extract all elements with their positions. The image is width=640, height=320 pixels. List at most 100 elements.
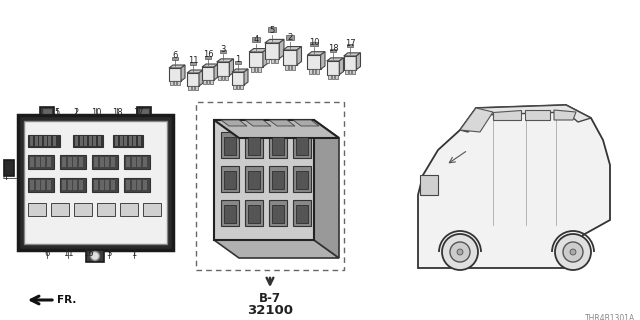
Bar [269,166,287,192]
Bar [133,136,136,146]
Bar [124,178,150,192]
Bar [293,166,311,192]
Polygon shape [249,49,268,52]
Bar [105,157,109,167]
Bar [131,180,136,190]
Bar [79,157,83,167]
Bar [73,180,77,190]
Bar [73,157,77,167]
Bar [79,180,83,190]
Bar [269,200,287,226]
Bar [245,166,263,192]
Text: 32100: 32100 [247,303,293,316]
Bar [293,132,311,158]
Bar [92,178,118,192]
Bar [221,132,239,158]
Bar [245,200,263,226]
Bar [92,155,118,169]
Bar [189,61,196,65]
Bar [105,180,109,190]
Bar [41,157,45,167]
Bar [170,81,173,85]
Polygon shape [269,120,295,126]
Bar [237,85,239,89]
Polygon shape [187,73,199,86]
Bar [272,171,284,189]
Polygon shape [344,53,360,56]
Bar [240,85,243,89]
Bar [67,180,72,190]
Bar [275,59,278,63]
Text: 5: 5 [269,26,275,35]
Text: 4: 4 [253,35,259,44]
Bar [48,136,51,146]
Bar [28,203,46,216]
Bar [99,157,104,167]
Polygon shape [339,58,344,75]
Bar [35,157,40,167]
Text: 11: 11 [63,249,73,258]
Bar [255,67,257,72]
Bar [221,166,239,192]
Bar [248,137,260,155]
Bar [41,180,45,190]
Polygon shape [244,69,248,85]
Bar [195,86,198,90]
Bar [47,180,51,190]
Polygon shape [307,55,321,69]
Bar [67,157,72,167]
Text: 5: 5 [54,108,60,117]
Text: 1: 1 [236,55,241,64]
Text: 18: 18 [328,44,339,53]
Polygon shape [202,67,214,80]
Bar [292,65,295,69]
Bar [84,136,87,146]
Polygon shape [214,240,339,258]
Circle shape [563,242,583,262]
Bar [137,107,151,115]
Circle shape [555,234,591,270]
Bar [346,44,353,47]
Bar [335,75,338,79]
Bar [214,120,314,240]
Bar [138,136,141,146]
Polygon shape [229,59,234,76]
Bar [35,136,38,146]
Bar [352,70,355,74]
Polygon shape [321,52,325,69]
Polygon shape [283,50,297,65]
Polygon shape [356,53,360,70]
Bar [221,76,224,80]
Polygon shape [221,120,247,126]
Bar [310,42,317,45]
Polygon shape [181,65,185,81]
Polygon shape [460,108,493,132]
Bar [272,205,284,223]
Polygon shape [493,110,521,120]
Text: 2: 2 [287,33,292,42]
Bar [4,160,14,176]
Bar [286,36,294,40]
Bar [235,60,241,64]
Bar [39,136,42,146]
Polygon shape [214,120,339,138]
Bar [143,203,161,216]
Bar [224,137,236,155]
Bar [312,69,316,74]
Text: 10: 10 [91,108,101,117]
Bar [269,132,287,158]
Polygon shape [418,105,610,268]
Bar [252,37,260,42]
Bar [207,80,209,84]
Polygon shape [263,49,268,67]
Circle shape [442,234,478,270]
Polygon shape [283,46,301,50]
Text: FR.: FR. [57,295,76,305]
Bar [51,203,69,216]
Bar [349,70,351,74]
Circle shape [450,242,470,262]
Bar [47,157,51,167]
Bar [126,180,130,190]
Circle shape [90,252,99,260]
Bar [220,50,227,53]
